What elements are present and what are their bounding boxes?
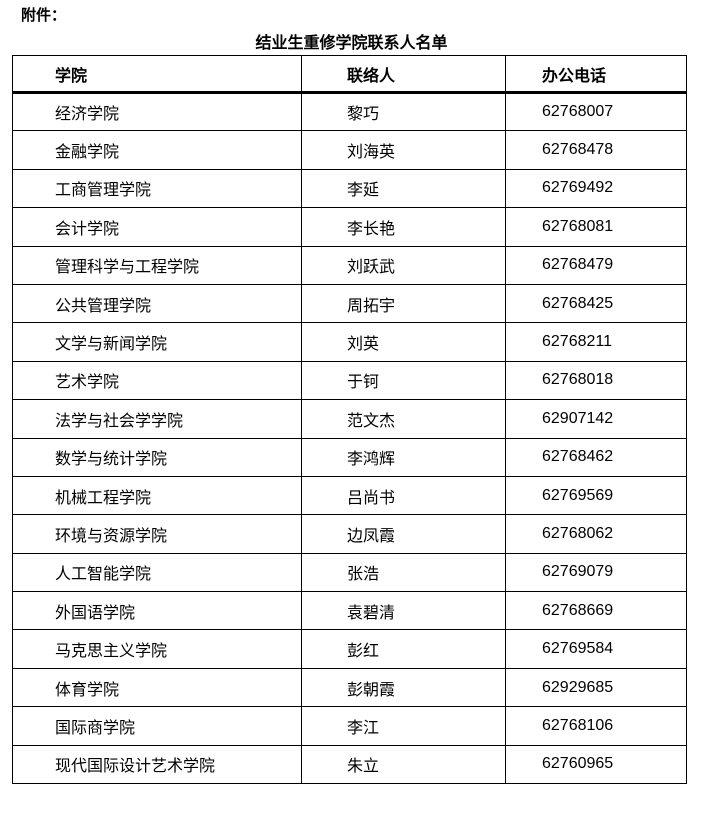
cell-college: 体育学院 bbox=[12, 667, 302, 708]
table-row: 人工智能学院 张浩 62769079 bbox=[12, 552, 687, 593]
cell-contact: 于钶 bbox=[301, 360, 506, 401]
cell-phone: 62768062 bbox=[505, 514, 687, 554]
cell-contact: 刘英 bbox=[301, 322, 506, 362]
header-phone: 办公电话 bbox=[505, 55, 687, 94]
table-row: 国际商学院 李江 62768106 bbox=[12, 706, 687, 746]
cell-college: 艺术学院 bbox=[12, 360, 302, 401]
cell-contact: 李鸿辉 bbox=[301, 437, 506, 477]
table-row: 法学与社会学学院 范文杰 62907142 bbox=[12, 399, 687, 439]
cell-phone: 62768425 bbox=[505, 283, 687, 324]
cell-phone: 62760965 bbox=[505, 744, 687, 785]
table-row: 环境与资源学院 边凤霞 62768062 bbox=[12, 514, 687, 554]
cell-phone: 62768669 bbox=[505, 591, 687, 631]
cell-contact: 范文杰 bbox=[301, 399, 506, 439]
table-row: 经济学院 黎巧 62768007 bbox=[12, 91, 687, 132]
cell-college: 公共管理学院 bbox=[12, 283, 302, 324]
cell-contact: 袁碧清 bbox=[301, 591, 506, 631]
cell-college: 文学与新闻学院 bbox=[12, 322, 302, 362]
table-row: 艺术学院 于钶 62768018 bbox=[12, 360, 687, 401]
table-row: 会计学院 李长艳 62768081 bbox=[12, 207, 687, 247]
cell-contact: 黎巧 bbox=[301, 91, 506, 132]
cell-college: 马克思主义学院 bbox=[12, 629, 302, 669]
table-row: 马克思主义学院 彭红 62769584 bbox=[12, 629, 687, 669]
header-college: 学院 bbox=[12, 55, 302, 94]
header-contact: 联络人 bbox=[301, 55, 506, 94]
table-row: 体育学院 彭朝霞 62929685 bbox=[12, 667, 687, 708]
cell-phone: 62769492 bbox=[505, 168, 687, 209]
cell-phone: 62768081 bbox=[505, 207, 687, 247]
cell-contact: 吕尚书 bbox=[301, 475, 506, 516]
cell-college: 外国语学院 bbox=[12, 591, 302, 631]
cell-phone: 62768106 bbox=[505, 706, 687, 746]
table-row: 公共管理学院 周拓宇 62768425 bbox=[12, 283, 687, 324]
cell-phone: 62768007 bbox=[505, 91, 687, 132]
cell-college: 经济学院 bbox=[12, 91, 302, 132]
cell-phone: 62768462 bbox=[505, 437, 687, 477]
cell-college: 工商管理学院 bbox=[12, 168, 302, 209]
cell-college: 数学与统计学院 bbox=[12, 437, 302, 477]
cell-phone: 62768478 bbox=[505, 130, 687, 170]
table-header-row: 学院 联络人 办公电话 bbox=[12, 55, 687, 94]
attachment-label: 附件： bbox=[21, 6, 67, 24]
cell-phone: 62929685 bbox=[505, 667, 687, 708]
cell-contact: 边凤霞 bbox=[301, 514, 506, 554]
cell-phone: 62768211 bbox=[505, 322, 687, 362]
cell-college: 环境与资源学院 bbox=[12, 514, 302, 554]
cell-college: 管理科学与工程学院 bbox=[12, 245, 302, 285]
table-row: 机械工程学院 吕尚书 62769569 bbox=[12, 475, 687, 516]
cell-contact: 刘海英 bbox=[301, 130, 506, 170]
cell-phone: 62769079 bbox=[505, 552, 687, 593]
cell-contact: 彭朝霞 bbox=[301, 667, 506, 708]
cell-college: 现代国际设计艺术学院 bbox=[12, 744, 302, 785]
table-row: 现代国际设计艺术学院 朱立 62760965 bbox=[12, 744, 687, 785]
table-row: 工商管理学院 李延 62769492 bbox=[12, 168, 687, 209]
cell-phone: 62768018 bbox=[505, 360, 687, 401]
cell-contact: 张浩 bbox=[301, 552, 506, 593]
cell-phone: 62768479 bbox=[505, 245, 687, 285]
cell-college: 机械工程学院 bbox=[12, 475, 302, 516]
table-row: 文学与新闻学院 刘英 62768211 bbox=[12, 322, 687, 362]
cell-contact: 李长艳 bbox=[301, 207, 506, 247]
cell-college: 金融学院 bbox=[12, 130, 302, 170]
cell-contact: 李江 bbox=[301, 706, 506, 746]
table-row: 数学与统计学院 李鸿辉 62768462 bbox=[12, 437, 687, 477]
cell-contact: 彭红 bbox=[301, 629, 506, 669]
cell-phone: 62907142 bbox=[505, 399, 687, 439]
cell-phone: 62769584 bbox=[505, 629, 687, 669]
cell-contact: 李延 bbox=[301, 168, 506, 209]
cell-phone: 62769569 bbox=[505, 475, 687, 516]
cell-contact: 周拓宇 bbox=[301, 283, 506, 324]
cell-college: 会计学院 bbox=[12, 207, 302, 247]
table-row: 管理科学与工程学院 刘跃武 62768479 bbox=[12, 245, 687, 285]
document-title: 结业生重修学院联系人名单 bbox=[255, 33, 448, 52]
table-row: 外国语学院 袁碧清 62768669 bbox=[12, 591, 687, 631]
contact-table: 学院 联络人 办公电话 经济学院 黎巧 62768007 金融学院 刘海英 6276847… bbox=[12, 55, 687, 785]
cell-college: 国际商学院 bbox=[12, 706, 302, 746]
cell-contact: 朱立 bbox=[301, 744, 506, 785]
cell-college: 法学与社会学学院 bbox=[12, 399, 302, 439]
cell-contact: 刘跃武 bbox=[301, 245, 506, 285]
table-row: 金融学院 刘海英 62768478 bbox=[12, 130, 687, 170]
cell-college: 人工智能学院 bbox=[12, 552, 302, 593]
